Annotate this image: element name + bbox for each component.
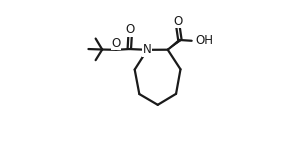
Text: OH: OH <box>195 34 213 47</box>
Text: O: O <box>111 37 121 50</box>
Text: O: O <box>173 15 183 28</box>
Text: N: N <box>143 43 152 56</box>
Polygon shape <box>168 39 181 50</box>
Text: O: O <box>125 23 135 36</box>
